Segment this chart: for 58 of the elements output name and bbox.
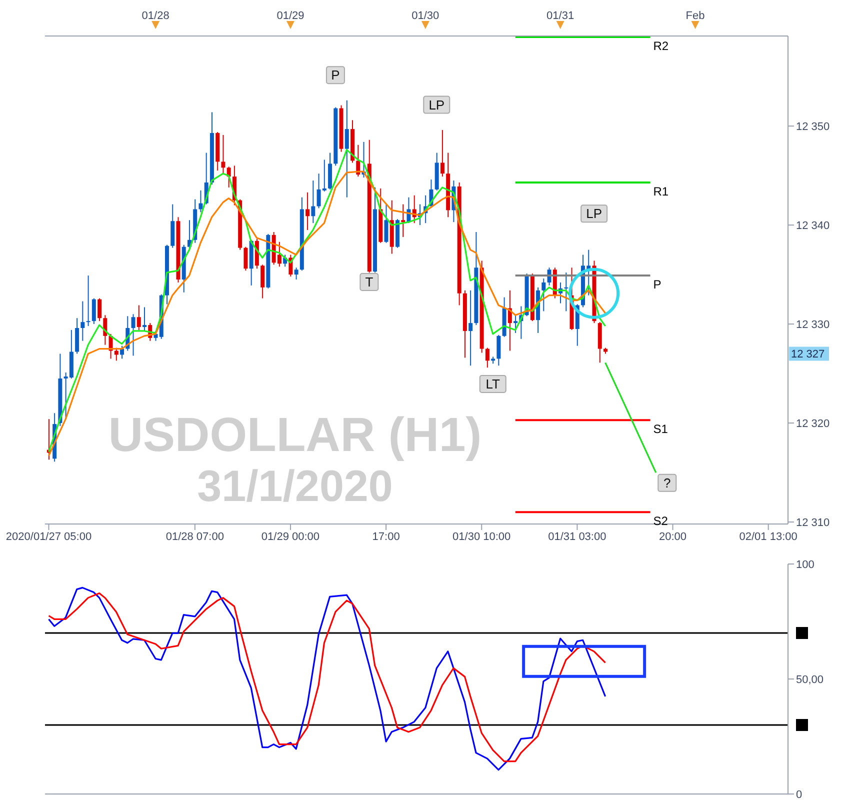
y-tick-label: 12 350	[796, 120, 830, 133]
series-label: P	[653, 278, 662, 292]
series-label: S1	[653, 422, 668, 436]
series-label: R1	[653, 184, 669, 198]
y-tick-label: 12 340	[796, 220, 830, 232]
x-tick-label: 01/29 00:00	[261, 530, 320, 543]
candlestick	[440, 130, 444, 178]
candlestick	[221, 134, 226, 176]
candlestick	[401, 204, 406, 238]
annotation: T	[365, 274, 374, 290]
x2-tick-label: Feb	[686, 10, 705, 22]
candlestick	[80, 300, 85, 342]
candlestick	[344, 100, 349, 198]
candlestick	[98, 298, 102, 322]
y-tick-label: 12 330	[796, 318, 830, 331]
candlestick	[244, 246, 248, 272]
y-tick-label: 12 310	[796, 516, 830, 529]
candlestick	[136, 304, 141, 330]
candlestick	[86, 275, 90, 327]
candlestick	[564, 272, 568, 312]
annotation: LP	[428, 97, 445, 112]
y-tick-label: 50,00	[796, 674, 824, 686]
annotation: P	[331, 68, 340, 83]
x-tick-label: 01/30 10:00	[452, 530, 511, 543]
annotation: LT	[486, 376, 500, 392]
annotation: ?	[664, 475, 671, 490]
candlestick	[92, 298, 96, 325]
series-label: R2	[653, 38, 669, 53]
annotation: LP	[586, 206, 602, 222]
candlestick	[468, 290, 473, 366]
x2-tick-label: 01/30	[412, 10, 440, 22]
x-tick-label: 01/28 07:00	[166, 530, 224, 543]
x2-tick-label: 01/29	[276, 10, 304, 22]
x-tick-label: 20:00	[658, 530, 687, 543]
candlestick	[496, 334, 501, 366]
x-tick-label: 01/31 03:00	[548, 530, 606, 543]
x2-tick-label: 01/31	[546, 10, 574, 22]
annotation: 12 327	[791, 348, 825, 361]
candlestick	[294, 267, 298, 280]
candlestick	[384, 204, 388, 244]
candlestick	[260, 264, 265, 299]
candlestick	[198, 190, 203, 213]
series-label: S2	[653, 514, 668, 528]
x-tick-label: 02/01 13:00	[739, 530, 798, 543]
candlestick	[311, 180, 316, 224]
candlestick	[306, 192, 310, 231]
x2-tick-label: 01/28	[142, 10, 170, 22]
candlestick	[142, 306, 147, 332]
candlestick	[75, 318, 80, 354]
candlestick	[131, 314, 136, 356]
candlestick	[542, 278, 546, 312]
y-tick-label: 0	[796, 788, 802, 800]
x-tick-label: 17:00	[372, 530, 400, 543]
candlestick	[514, 314, 518, 334]
y-tick-label: 100	[796, 558, 814, 571]
x-tick-label: 2020/01/27 05:00	[6, 530, 92, 543]
y-tick-label: 12 320	[796, 418, 830, 430]
candlestick	[485, 347, 490, 368]
